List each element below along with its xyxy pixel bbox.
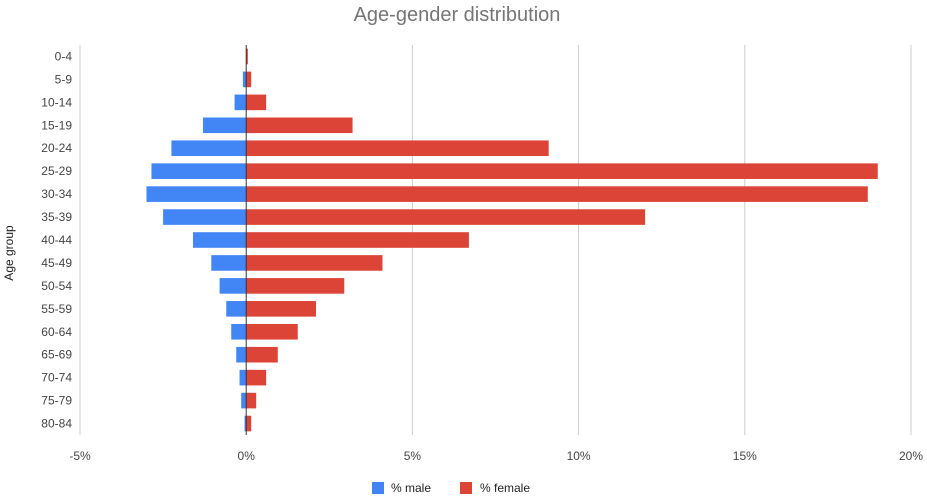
bar-female-65-69: [246, 346, 278, 363]
legend-swatch-male: [372, 482, 384, 494]
y-tick-label: 20-24: [41, 141, 72, 155]
y-tick-label: 75-79: [41, 394, 72, 408]
bar-female-70-74: [246, 369, 267, 386]
x-tick-label: 20%: [899, 449, 923, 463]
bar-male-75-79: [241, 392, 247, 409]
bar-female-0-4: [246, 48, 248, 65]
bar-female-50-54: [246, 278, 345, 294]
bar-male-5-9: [242, 71, 247, 88]
y-tick-label: 50-54: [41, 279, 72, 293]
bar-female-80-84: [246, 415, 252, 432]
bar-female-45-49: [246, 255, 383, 271]
bar-female-10-14: [246, 94, 267, 111]
y-tick-label: 0-4: [55, 49, 73, 63]
bar-female-75-79: [246, 392, 257, 409]
y-tick-labels: 0-4 5-9 10-14 15-19 20-24 25-29 30-34 35-39 40-4…: [41, 49, 72, 430]
bar-male-30-34: [146, 186, 247, 202]
bar-female-15-19: [246, 117, 353, 134]
chart-title: Age-gender distribution: [354, 4, 561, 26]
y-tick-label: 70-74: [41, 371, 72, 385]
bar-male-70-74: [239, 369, 247, 386]
y-tick-label: 55-59: [41, 302, 72, 316]
y-tick-label: 80-84: [41, 417, 72, 431]
bar-male-15-19: [202, 117, 247, 134]
legend-label-male: % male: [391, 481, 431, 495]
bar-male-80-84: [244, 415, 247, 432]
y-tick-label: 30-34: [41, 187, 72, 201]
x-tick-labels: -5% 0% 5% 10% 15% 20%: [69, 449, 923, 463]
gridlines: [79, 45, 912, 435]
bar-male-35-39: [163, 209, 247, 225]
y-tick-label: 25-29: [41, 164, 72, 178]
bar-female-55-59: [246, 301, 317, 317]
bar-male-55-59: [226, 301, 247, 317]
bar-male-50-54: [219, 278, 247, 294]
legend-label-female: % female: [480, 481, 530, 495]
y-axis-title: Age group: [2, 225, 16, 281]
bar-female-5-9: [246, 71, 252, 88]
bar-male-25-29: [151, 163, 247, 179]
bar-male-10-14: [234, 94, 247, 111]
bar-male-20-24: [171, 140, 247, 157]
y-tick-label: 5-9: [55, 72, 73, 86]
bar-female-60-64: [246, 323, 298, 340]
y-tick-label: 40-44: [41, 233, 72, 247]
legend: % male % female: [372, 481, 530, 495]
bars: [146, 48, 878, 432]
y-tick-label: 45-49: [41, 256, 72, 270]
legend-swatch-female: [460, 482, 472, 494]
bar-male-60-64: [231, 323, 247, 340]
x-tick-label: 5%: [404, 449, 422, 463]
bar-female-35-39: [246, 209, 646, 225]
bar-female-20-24: [246, 140, 549, 157]
x-tick-label: -5%: [69, 449, 91, 463]
x-tick-label: 15%: [733, 449, 757, 463]
bar-male-40-44: [193, 232, 247, 248]
x-tick-label: 10%: [567, 449, 591, 463]
bar-female-40-44: [246, 232, 469, 248]
y-tick-label: 15-19: [41, 118, 72, 132]
x-tick-label: 0%: [238, 449, 256, 463]
y-tick-label: 10-14: [41, 95, 72, 109]
bar-male-65-69: [236, 346, 247, 363]
y-tick-label: 60-64: [41, 325, 72, 339]
y-tick-label: 65-69: [41, 348, 72, 362]
bar-male-45-49: [211, 255, 247, 271]
bar-female-25-29: [246, 163, 878, 179]
bar-female-30-34: [246, 186, 868, 202]
y-tick-label: 35-39: [41, 210, 72, 224]
